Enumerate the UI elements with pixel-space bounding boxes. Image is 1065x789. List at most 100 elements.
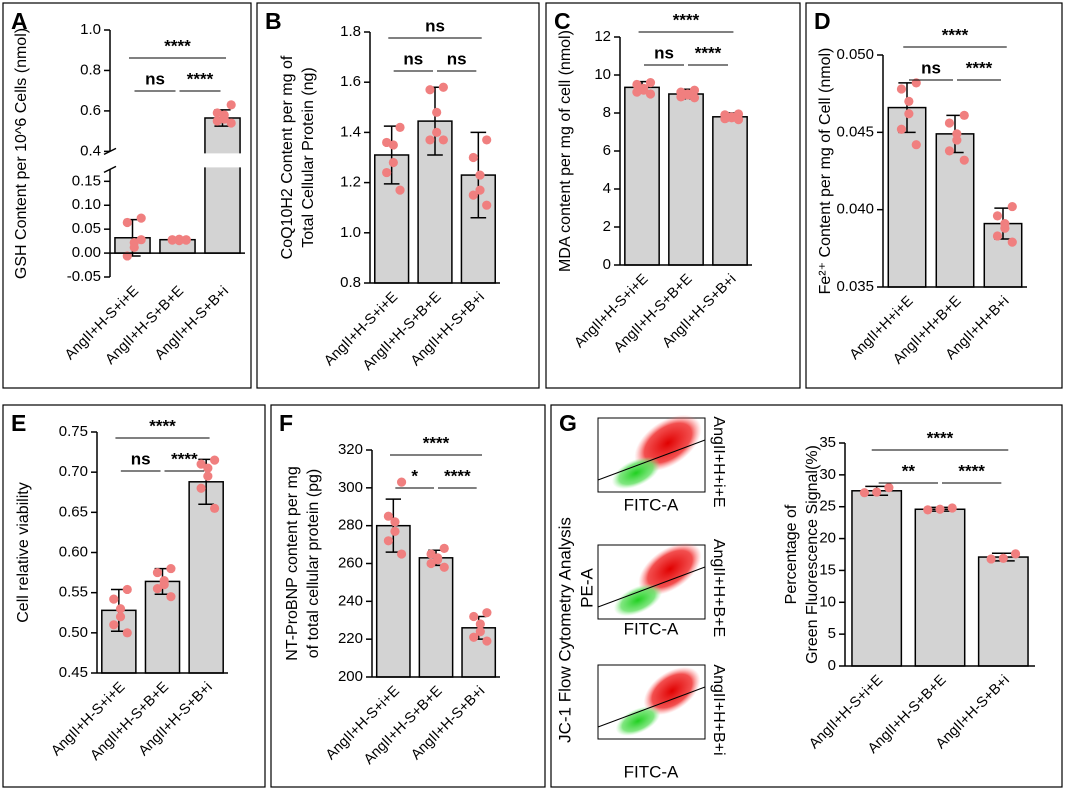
y-tick-label: 0.05 bbox=[72, 220, 101, 237]
y-tick-label: 30 bbox=[819, 466, 836, 483]
panel-frame bbox=[550, 404, 1063, 788]
data-point bbox=[425, 135, 435, 145]
y-axis-label: Cell relative viability bbox=[15, 482, 32, 623]
x-tick-label: AngII+H-S+B+i bbox=[408, 683, 488, 763]
y-tick-label: 0.8 bbox=[80, 61, 101, 78]
flow-x-label: FITC-A bbox=[624, 619, 679, 638]
data-point bbox=[426, 558, 436, 569]
data-point bbox=[959, 110, 969, 120]
data-point bbox=[219, 114, 229, 124]
data-point bbox=[872, 487, 882, 497]
x-tick-label: AngII+H-S+i+E bbox=[48, 679, 128, 759]
bar bbox=[418, 557, 454, 678]
y-tick-label: 240 bbox=[338, 592, 363, 609]
green-population bbox=[613, 583, 663, 617]
data-point bbox=[438, 82, 448, 92]
y-tick-label: 1.2 bbox=[340, 174, 361, 191]
data-point bbox=[109, 594, 119, 604]
data-point bbox=[203, 471, 213, 481]
flow-plot bbox=[597, 542, 706, 620]
panel-label: E bbox=[11, 410, 26, 436]
significance-label: **** bbox=[423, 433, 450, 452]
data-point bbox=[209, 503, 220, 513]
data-point bbox=[992, 211, 1003, 221]
significance-label: **** bbox=[942, 25, 969, 44]
flow-x-label: FITC-A bbox=[624, 762, 679, 781]
significance-label: **** bbox=[673, 10, 700, 29]
panel-label: D bbox=[814, 8, 831, 34]
panel-label: C bbox=[554, 8, 571, 34]
data-point bbox=[1000, 223, 1010, 233]
green-population bbox=[615, 706, 661, 736]
data-point bbox=[166, 563, 176, 574]
data-point bbox=[884, 483, 894, 493]
data-point bbox=[482, 200, 492, 210]
data-point bbox=[720, 114, 730, 124]
y-tick-label: 0.040 bbox=[836, 201, 874, 218]
bar bbox=[977, 556, 1029, 667]
data-point bbox=[390, 517, 400, 527]
bar bbox=[712, 116, 748, 266]
y-tick-label: 200 bbox=[338, 668, 363, 685]
significance-label: **** bbox=[187, 69, 214, 88]
data-point bbox=[390, 526, 400, 536]
data-point bbox=[986, 554, 996, 564]
panel-label: G bbox=[559, 410, 577, 436]
data-point bbox=[439, 562, 449, 572]
significance-label: **** bbox=[966, 58, 993, 77]
y-tick-label: 1.0 bbox=[80, 21, 101, 38]
y-tick-label: 10 bbox=[594, 66, 611, 83]
significance-label: **** bbox=[444, 466, 471, 485]
data-point bbox=[468, 190, 478, 200]
data-point bbox=[992, 231, 1003, 241]
x-tick-label: AngII+H-S+B+E bbox=[611, 271, 696, 356]
y-axis-label: CoQ10H2 Content per mg of bbox=[279, 55, 296, 259]
data-point bbox=[923, 505, 933, 515]
y-tick-label: 10 bbox=[819, 593, 836, 610]
significance-label: ns bbox=[145, 69, 165, 88]
flow-sample-label: AngII+H+i+E bbox=[710, 416, 727, 507]
significance-label: **** bbox=[149, 416, 176, 435]
data-point bbox=[645, 78, 656, 88]
y-tick-label: 0.4 bbox=[80, 142, 101, 159]
data-point bbox=[944, 118, 955, 128]
y-tick-label: 8 bbox=[603, 104, 611, 121]
bar bbox=[851, 490, 903, 667]
data-point bbox=[166, 592, 176, 602]
bar bbox=[914, 508, 966, 667]
data-point bbox=[425, 85, 435, 95]
data-point bbox=[226, 118, 236, 128]
bar bbox=[204, 117, 241, 254]
red-population bbox=[643, 666, 701, 716]
y-tick-label: 4 bbox=[603, 180, 611, 197]
data-point bbox=[911, 140, 921, 150]
flow-cytometry: FITC-A FITC-A FITC-A AngII+H+i+E AngII+H… bbox=[555, 414, 727, 781]
data-point bbox=[109, 620, 119, 630]
data-point bbox=[469, 611, 479, 622]
y-tick-label: 280 bbox=[338, 517, 363, 534]
y-tick-label: 0.00 bbox=[72, 244, 101, 261]
panel-frame bbox=[545, 2, 801, 389]
y-axis-label: of total cellular protein (pg) bbox=[305, 469, 322, 658]
gate-line bbox=[597, 566, 706, 608]
y-tick-label: 15 bbox=[819, 561, 836, 578]
y-tick-label: 5 bbox=[828, 625, 836, 642]
significance-label: ns bbox=[921, 58, 941, 77]
data-point bbox=[676, 92, 686, 102]
data-point bbox=[152, 584, 163, 594]
y-tick-label: 0 bbox=[828, 657, 836, 674]
data-point bbox=[226, 100, 236, 110]
data-point bbox=[469, 632, 479, 642]
data-point bbox=[383, 536, 393, 546]
flow-y-label: PE-A bbox=[577, 568, 596, 608]
y-tick-label: 0 bbox=[603, 256, 611, 273]
data-point bbox=[383, 511, 393, 521]
panel-label: B bbox=[265, 8, 282, 34]
data-point bbox=[181, 235, 191, 245]
bar bbox=[887, 106, 927, 288]
y-tick-label: 0.70 bbox=[59, 463, 88, 480]
data-point bbox=[203, 463, 213, 473]
y-tick-label: 260 bbox=[338, 554, 363, 571]
data-point bbox=[632, 87, 642, 97]
